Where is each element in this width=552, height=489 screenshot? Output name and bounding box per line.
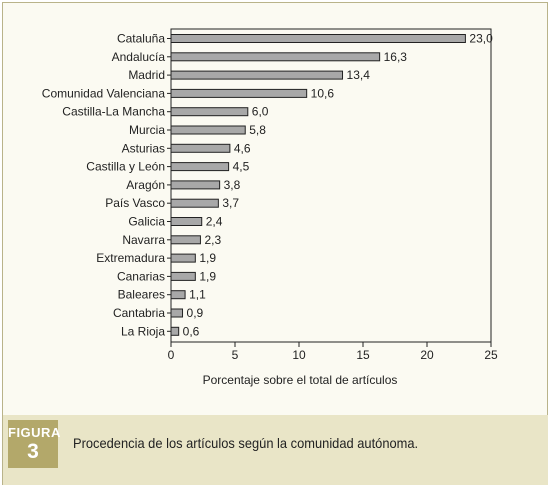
- value-label: 3,7: [222, 196, 239, 210]
- value-label: 0,9: [187, 306, 204, 320]
- figure-badge-word: FIGURA: [8, 425, 61, 440]
- x-tick-label: 25: [484, 348, 498, 362]
- value-label: 4,5: [233, 160, 250, 174]
- bar: [170, 235, 201, 245]
- bar: [170, 180, 221, 190]
- value-label: 1,1: [189, 288, 206, 302]
- category-label: Galicia: [128, 215, 165, 229]
- x-tick-label: 20: [420, 348, 434, 362]
- x-axis-title: Porcentaje sobre el total de artículos: [203, 373, 398, 387]
- value-label: 10,6: [311, 86, 335, 100]
- value-label: 3,8: [224, 178, 241, 192]
- bar: [170, 290, 186, 300]
- figure-frame: [2, 2, 548, 485]
- category-label: Murcia: [129, 123, 165, 137]
- category-label: Cantabria: [113, 306, 165, 320]
- category-label: Madrid: [128, 68, 165, 82]
- value-label: 2,3: [204, 233, 221, 247]
- value-label: 1,9: [199, 251, 216, 265]
- bar: [170, 52, 381, 62]
- chart-bars: [170, 34, 466, 336]
- category-label: Canarias: [117, 269, 165, 283]
- value-label: 23,0: [469, 32, 493, 46]
- category-label: Aragón: [126, 178, 165, 192]
- value-label: 16,3: [384, 50, 408, 64]
- x-tick-label: 15: [356, 348, 370, 362]
- bar: [170, 107, 249, 117]
- category-label: La Rioja: [121, 324, 165, 338]
- bar: [170, 162, 230, 172]
- category-label: Baleares: [118, 288, 165, 302]
- figure-caption: Procedencia de los artículos según la co…: [73, 435, 419, 451]
- bar: [170, 217, 203, 226]
- category-label: Comunidad Valenciana: [42, 86, 166, 100]
- category-label: Castilla-La Mancha: [62, 105, 165, 119]
- category-label: Asturias: [122, 141, 165, 155]
- value-label: 13,4: [347, 68, 371, 82]
- category-label: Navarra: [122, 233, 165, 247]
- category-label: Castilla y León: [86, 160, 165, 174]
- chart-labels: Cataluña 23,0 Andalucía 16,3 Madrid 13,4 Comun…: [42, 32, 493, 339]
- figure-badge-number: 3: [27, 440, 39, 463]
- bar: [170, 253, 196, 263]
- bar: [170, 326, 180, 336]
- caption-band: [3, 415, 548, 485]
- category-label: Andalucía: [112, 50, 166, 64]
- bar: [170, 34, 466, 43]
- bar: [170, 143, 231, 153]
- figure-badge: FIGURA 3: [8, 420, 61, 468]
- bar: [170, 70, 344, 80]
- bar: [170, 198, 219, 208]
- value-label: 2,4: [206, 215, 223, 229]
- x-tick-label: 5: [232, 348, 239, 362]
- bar: [170, 271, 196, 281]
- bar: [170, 308, 184, 318]
- category-label: Extremadura: [96, 251, 165, 265]
- x-tick-label: 10: [292, 348, 306, 362]
- bar: [170, 88, 308, 98]
- category-label: Cataluña: [117, 32, 165, 46]
- bar: [170, 125, 246, 135]
- category-label: País Vasco: [105, 196, 165, 210]
- value-label: 5,8: [249, 123, 266, 137]
- value-label: 4,6: [234, 141, 251, 155]
- value-label: 0,6: [183, 324, 200, 338]
- value-label: 1,9: [199, 269, 216, 283]
- value-label: 6,0: [252, 105, 269, 119]
- x-tick-label: 0: [168, 348, 175, 362]
